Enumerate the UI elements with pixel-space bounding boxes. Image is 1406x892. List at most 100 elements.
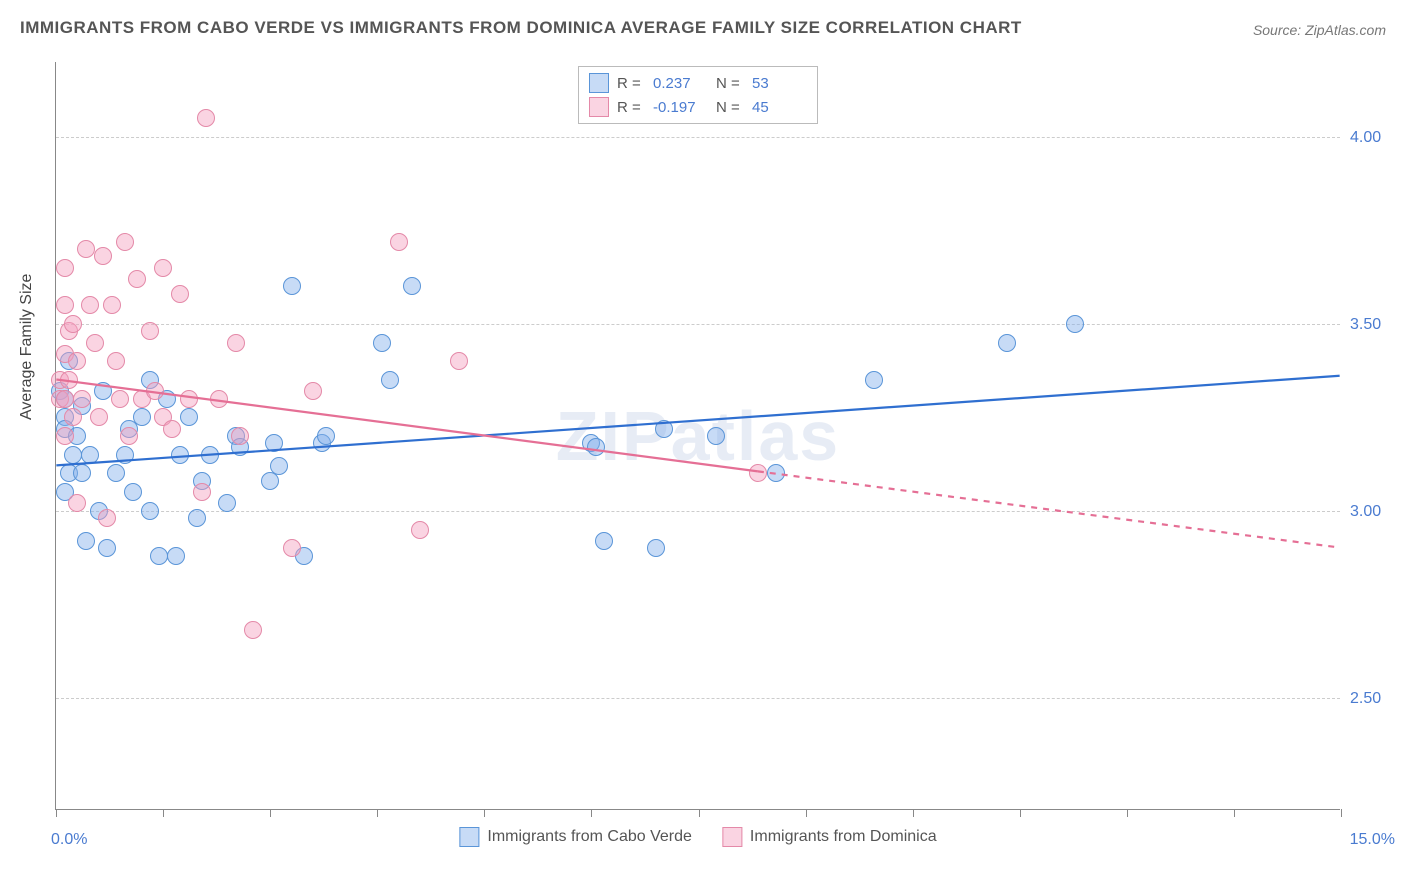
scatter-point <box>171 285 189 303</box>
scatter-point <box>749 464 767 482</box>
scatter-point <box>86 334 104 352</box>
x-tick <box>1020 809 1021 817</box>
scatter-point <box>68 352 86 370</box>
scatter-point <box>64 408 82 426</box>
swatch-dominica <box>589 97 609 117</box>
scatter-point <box>180 408 198 426</box>
scatter-point <box>767 464 785 482</box>
scatter-point <box>103 296 121 314</box>
legend-r-label: R = <box>617 75 645 92</box>
scatter-point <box>595 532 613 550</box>
legend-item-cabo-verde: Immigrants from Cabo Verde <box>459 827 692 847</box>
legend-n-value-0: 53 <box>752 75 807 92</box>
chart-title: IMMIGRANTS FROM CABO VERDE VS IMMIGRANTS… <box>20 18 1022 38</box>
scatter-point <box>210 390 228 408</box>
scatter-point <box>283 539 301 557</box>
scatter-point <box>141 322 159 340</box>
scatter-point <box>56 259 74 277</box>
scatter-point <box>120 427 138 445</box>
scatter-point <box>201 446 219 464</box>
x-tick <box>163 809 164 817</box>
source-label: Source: ZipAtlas.com <box>1253 22 1386 38</box>
scatter-point <box>403 277 421 295</box>
scatter-point <box>150 547 168 565</box>
scatter-point <box>163 420 181 438</box>
legend-n-value-1: 45 <box>752 99 807 116</box>
scatter-point <box>167 547 185 565</box>
scatter-point <box>193 483 211 501</box>
scatter-point <box>244 621 262 639</box>
scatter-point <box>116 446 134 464</box>
legend-r-value-1: -0.197 <box>653 99 708 116</box>
scatter-point <box>56 427 74 445</box>
x-axis-min-label: 0.0% <box>51 831 87 849</box>
scatter-point <box>655 420 673 438</box>
scatter-point <box>865 371 883 389</box>
y-tick-label: 2.50 <box>1350 690 1400 708</box>
scatter-point <box>56 390 74 408</box>
scatter-point <box>98 509 116 527</box>
x-tick <box>1341 809 1342 817</box>
scatter-point <box>128 270 146 288</box>
scatter-point <box>133 408 151 426</box>
x-tick <box>377 809 378 817</box>
scatter-point <box>60 371 78 389</box>
scatter-point <box>77 240 95 258</box>
scatter-point <box>188 509 206 527</box>
x-tick <box>1127 809 1128 817</box>
y-tick-label: 4.00 <box>1350 129 1400 147</box>
scatter-point <box>390 233 408 251</box>
gridline: 4.00 <box>56 137 1340 138</box>
scatter-point <box>373 334 391 352</box>
scatter-point <box>265 434 283 452</box>
scatter-point <box>647 539 665 557</box>
scatter-point <box>111 390 129 408</box>
gridline: 2.50 <box>56 698 1340 699</box>
scatter-point <box>94 247 112 265</box>
y-tick-label: 3.50 <box>1350 316 1400 334</box>
scatter-point <box>317 427 335 445</box>
x-tick <box>913 809 914 817</box>
legend-r-label: R = <box>617 99 645 116</box>
scatter-point <box>381 371 399 389</box>
swatch-cabo-verde <box>459 827 479 847</box>
legend-item-dominica: Immigrants from Dominica <box>722 827 937 847</box>
scatter-point <box>180 390 198 408</box>
scatter-point <box>77 532 95 550</box>
scatter-point <box>218 494 236 512</box>
gridline: 3.00 <box>56 511 1340 512</box>
scatter-point <box>94 382 112 400</box>
scatter-point <box>64 446 82 464</box>
scatter-point <box>587 438 605 456</box>
scatter-point <box>56 296 74 314</box>
legend-n-label: N = <box>716 99 744 116</box>
legend-n-label: N = <box>716 75 744 92</box>
legend-row-cabo-verde: R = 0.237 N = 53 <box>589 71 807 95</box>
scatter-point <box>107 352 125 370</box>
scatter-point <box>116 233 134 251</box>
scatter-point <box>270 457 288 475</box>
x-tick <box>270 809 271 817</box>
series-name-0: Immigrants from Cabo Verde <box>487 828 692 846</box>
scatter-point <box>231 427 249 445</box>
x-axis-max-label: 15.0% <box>1350 831 1395 849</box>
x-tick <box>806 809 807 817</box>
scatter-point <box>154 259 172 277</box>
scatter-point <box>146 382 164 400</box>
plot-area: ZIPatlas 2.503.003.504.00 0.0% 15.0% R =… <box>55 62 1340 810</box>
scatter-point <box>197 109 215 127</box>
scatter-point <box>68 494 86 512</box>
legend-correlation: R = 0.237 N = 53 R = -0.197 N = 45 <box>578 66 818 124</box>
swatch-cabo-verde <box>589 73 609 93</box>
x-tick <box>484 809 485 817</box>
scatter-point <box>73 464 91 482</box>
scatter-point <box>171 446 189 464</box>
scatter-point <box>107 464 125 482</box>
scatter-point <box>283 277 301 295</box>
gridline: 3.50 <box>56 324 1340 325</box>
scatter-point <box>450 352 468 370</box>
legend-r-value-0: 0.237 <box>653 75 708 92</box>
x-tick <box>56 809 57 817</box>
legend-series: Immigrants from Cabo Verde Immigrants fr… <box>459 827 936 847</box>
watermark: ZIPatlas <box>556 396 840 476</box>
